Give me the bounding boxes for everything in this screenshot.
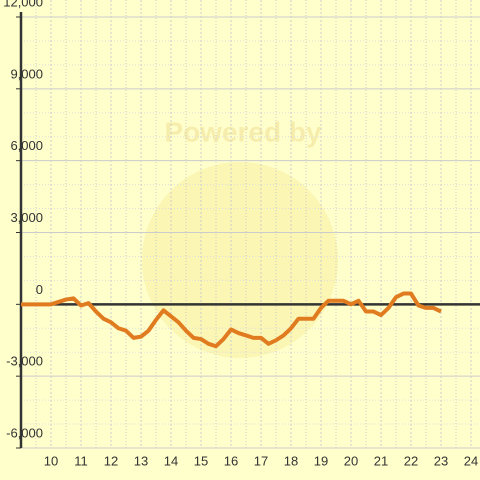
series-line <box>21 291 442 349</box>
x-tick-label: 21 <box>374 453 388 468</box>
x-tick-label: 23 <box>434 453 448 468</box>
x-tick-label: 10 <box>44 453 58 468</box>
x-tick-label: 15 <box>194 453 208 468</box>
x-tick-label: 22 <box>404 453 418 468</box>
y-tick-label: 3,000 <box>10 210 43 225</box>
y-tick-label: -6,000 <box>6 425 43 440</box>
x-tick-label: 20 <box>344 453 358 468</box>
y-tick-label: 6,000 <box>10 138 43 153</box>
y-tick-label: 12,000 <box>3 0 43 9</box>
x-tick-label: 12 <box>104 453 118 468</box>
x-tick-label: 19 <box>314 453 328 468</box>
x-tick-label: 11 <box>74 453 88 468</box>
x-tick-label: 13 <box>134 453 148 468</box>
watermark: Powered by <box>164 116 322 147</box>
x-tick-label: 17 <box>254 453 268 468</box>
x-tick-label: 18 <box>284 453 298 468</box>
y-tick-label: 9,000 <box>10 66 43 81</box>
x-tick-label: 14 <box>164 453 178 468</box>
y-tick-label: -3,000 <box>6 354 43 369</box>
x-tick-label: 24 <box>464 453 478 468</box>
y-tick-label: 0 <box>36 282 43 297</box>
x-tick-label: 16 <box>224 453 238 468</box>
watermark-logo <box>142 162 338 358</box>
